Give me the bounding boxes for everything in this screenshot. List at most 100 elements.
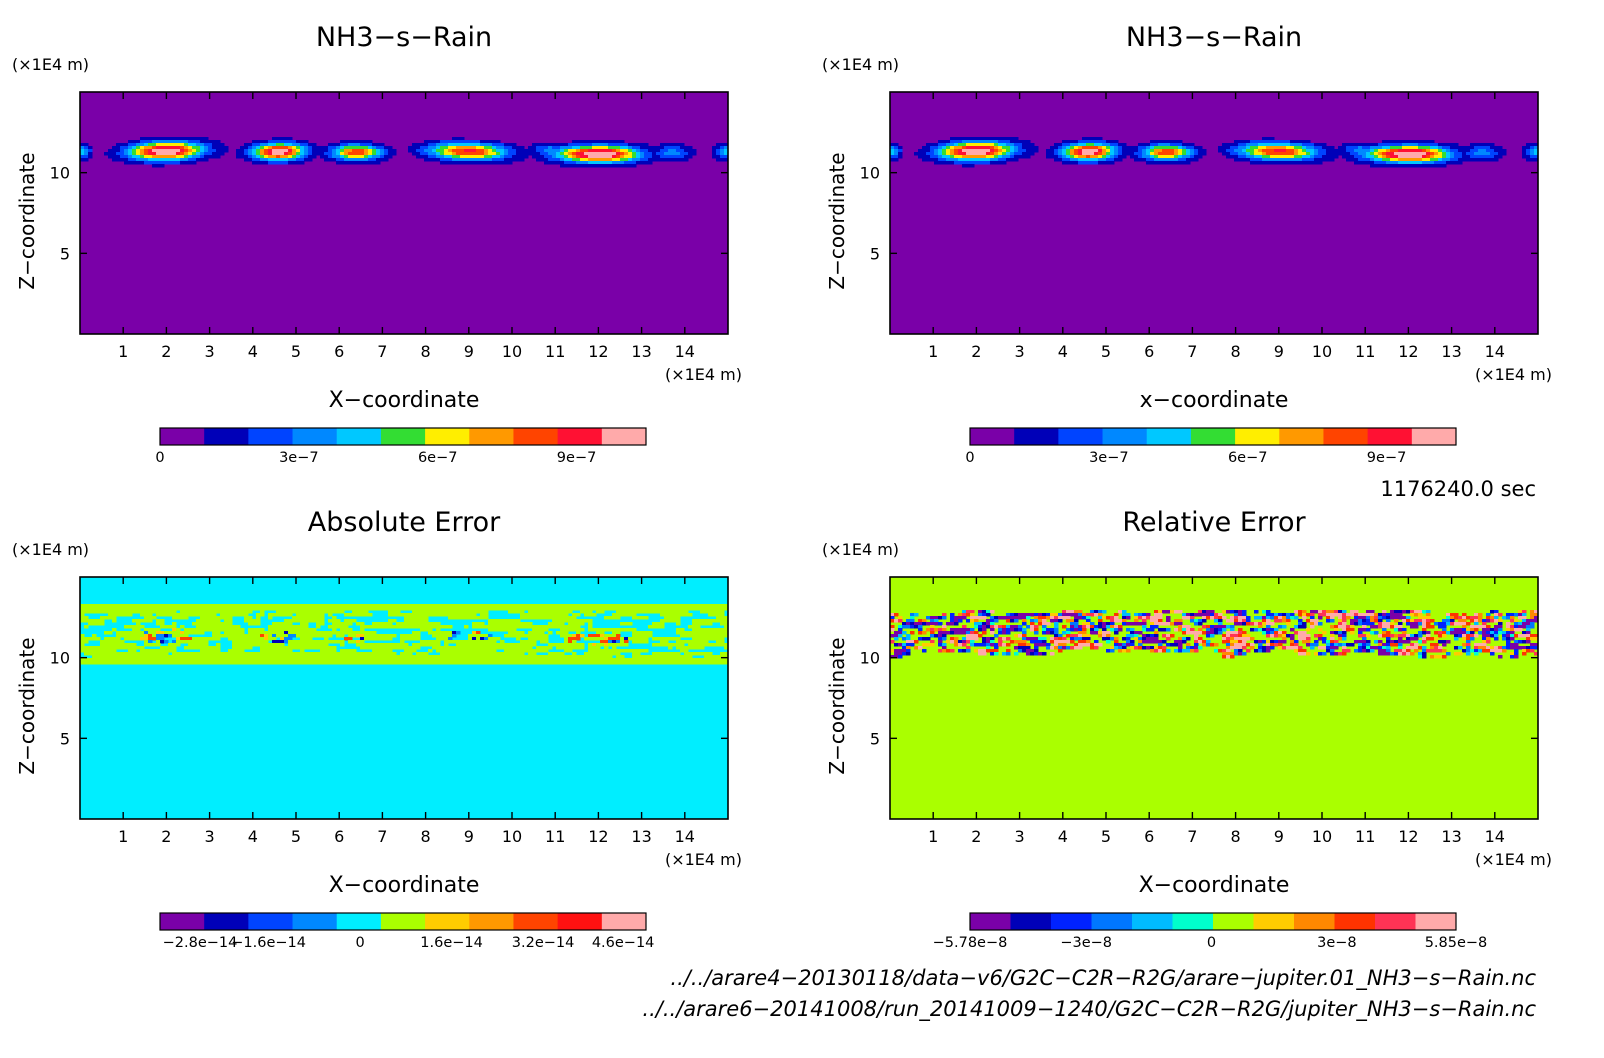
heatmap-cell (628, 649, 633, 653)
heatmap-cell (492, 646, 497, 650)
heatmap-cell (532, 649, 537, 653)
heatmap-cell (488, 622, 493, 626)
heatmap-cell (600, 640, 605, 644)
heatmap-cell (668, 152, 673, 156)
heatmap-cell (604, 146, 609, 150)
heatmap-cell (704, 652, 709, 656)
heatmap-cell (432, 143, 437, 147)
heatmap-cell (600, 655, 605, 659)
heatmap-cell (1094, 613, 1099, 617)
heatmap-cell (132, 652, 137, 656)
heatmap-cell (1486, 149, 1491, 153)
heatmap-cell (620, 640, 625, 644)
heatmap-cell (700, 628, 705, 632)
heatmap-cell (304, 628, 309, 632)
heatmap-cell (340, 149, 345, 153)
heatmap-cell (292, 152, 297, 156)
heatmap-cell (136, 625, 141, 629)
heatmap-cell (1258, 158, 1263, 162)
heatmap-cell (1234, 158, 1239, 162)
heatmap-cell (188, 643, 193, 647)
heatmap-cell (96, 619, 101, 623)
heatmap-cell (1134, 155, 1139, 159)
heatmap-cell (664, 658, 669, 662)
heatmap-cell (596, 607, 601, 611)
heatmap-cell (444, 140, 449, 144)
heatmap-cell (312, 607, 317, 611)
heatmap-cell (1058, 155, 1063, 159)
heatmap-cell (360, 155, 365, 159)
heatmap-cell (436, 637, 441, 641)
heatmap-cell (184, 616, 189, 620)
heatmap-cell (420, 643, 425, 647)
heatmap-cell (1410, 140, 1415, 144)
heatmap-cell (1398, 613, 1403, 617)
heatmap-cell (476, 616, 481, 620)
heatmap-cell (136, 161, 141, 165)
heatmap-cell (1078, 155, 1083, 159)
heatmap-cell (368, 661, 373, 665)
heatmap-cell (1282, 149, 1287, 153)
heatmap-cell (1394, 146, 1399, 150)
heatmap-cell (268, 649, 273, 653)
heatmap-cell (596, 140, 601, 144)
heatmap-cell (460, 146, 465, 150)
heatmap-cell (392, 661, 397, 665)
heatmap-cell (340, 604, 345, 608)
heatmap-cell (124, 643, 129, 647)
y-tick-label: 5 (60, 729, 70, 748)
heatmap-cell (108, 658, 113, 662)
heatmap-cell (396, 604, 401, 608)
heatmap-cell (592, 655, 597, 659)
heatmap-cell (1346, 613, 1351, 617)
heatmap-cell (288, 158, 293, 162)
heatmap-cell (548, 604, 553, 608)
heatmap-cell (480, 661, 485, 665)
heatmap-cell (580, 161, 585, 165)
heatmap-cell (312, 613, 317, 617)
heatmap-cell (396, 655, 401, 659)
heatmap-cell (312, 661, 317, 665)
heatmap-cell (720, 607, 725, 611)
heatmap-cell (196, 140, 201, 144)
heatmap-cell (172, 640, 177, 644)
heatmap-cell (596, 637, 601, 641)
heatmap-cell (276, 610, 281, 614)
heatmap-cell (612, 646, 617, 650)
heatmap-cell (192, 643, 197, 647)
heatmap-cell (1402, 158, 1407, 162)
heatmap-cell (1062, 149, 1067, 153)
heatmap-cell (1306, 158, 1311, 162)
heatmap-cell (416, 646, 421, 650)
heatmap-cell (336, 661, 341, 665)
heatmap-cell (700, 622, 705, 626)
heatmap-cell (320, 634, 325, 638)
heatmap-cell (148, 604, 153, 608)
heatmap-cell (260, 140, 265, 144)
heatmap-cell (456, 646, 461, 650)
heatmap-cell (328, 658, 333, 662)
heatmap-cell (700, 658, 705, 662)
heatmap-cell (484, 637, 489, 641)
heatmap-cell (424, 604, 429, 608)
heatmap-cell (92, 622, 97, 626)
heatmap-cell (1126, 149, 1131, 153)
heatmap-cell (376, 658, 381, 662)
heatmap-cell (296, 625, 301, 629)
heatmap-cell (432, 631, 437, 635)
heatmap-cell (1478, 613, 1483, 617)
heatmap-cell (560, 149, 565, 153)
heatmap-cell (656, 607, 661, 611)
heatmap-cell (978, 137, 983, 141)
heatmap-cell (152, 658, 157, 662)
heatmap-cell (236, 152, 241, 156)
heatmap-cell (1282, 152, 1287, 156)
heatmap-cell (144, 158, 149, 162)
y-axis-unit: (×1E4 m) (12, 55, 89, 74)
heatmap-cell (672, 152, 677, 156)
heatmap-cell (644, 158, 649, 162)
heatmap-cell (160, 610, 165, 614)
heatmap-cell (484, 152, 489, 156)
heatmap-cell (1294, 610, 1299, 614)
heatmap-cell (408, 655, 413, 659)
